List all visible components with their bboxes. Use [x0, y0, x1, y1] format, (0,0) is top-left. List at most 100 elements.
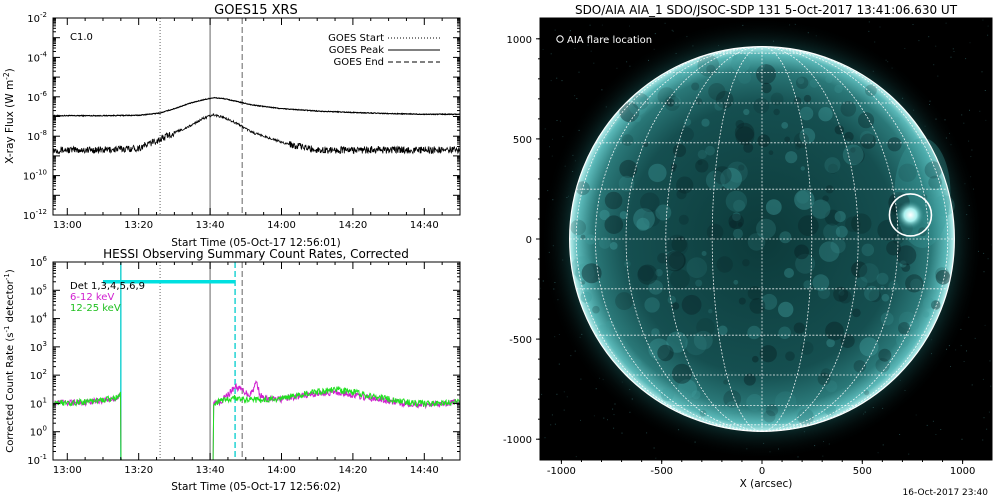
disk-texture: [803, 94, 812, 103]
noise-speck: [646, 432, 648, 434]
noise-speck: [578, 71, 580, 73]
noise-speck: [616, 67, 618, 69]
x-tick-label: 500: [853, 466, 872, 477]
noise-speck: [815, 35, 817, 37]
noise-speck: [822, 455, 824, 457]
disk-texture: [735, 126, 755, 146]
noise-speck: [556, 393, 558, 395]
x-tick-label: 13:20: [124, 465, 153, 476]
disk-texture: [634, 115, 641, 123]
disk-texture: [812, 274, 830, 292]
disk-texture: [844, 131, 854, 142]
noise-speck: [983, 271, 985, 273]
legend-aia-flare: AIA flare location: [567, 35, 652, 46]
noise-speck: [692, 45, 694, 47]
noise-speck: [968, 205, 970, 206]
disk-texture: [580, 234, 586, 240]
noise-speck: [968, 238, 970, 239]
noise-speck: [984, 324, 986, 326]
disk-texture: [864, 285, 880, 301]
disk-texture: [840, 333, 855, 348]
noise-speck: [899, 434, 901, 435]
disk-texture: [910, 278, 922, 291]
noise-speck: [949, 132, 950, 134]
noise-speck: [885, 59, 887, 61]
noise-speck: [974, 337, 976, 339]
disk-texture: [671, 363, 692, 384]
goes-plot-area: [53, 18, 460, 215]
sun-image: [540, 18, 992, 460]
noise-speck: [964, 183, 966, 185]
disk-texture: [683, 118, 692, 126]
noise-speck: [955, 349, 957, 351]
disk-texture: [763, 410, 776, 423]
noise-speck: [572, 171, 574, 172]
noise-speck: [603, 417, 605, 419]
disk-texture: [922, 297, 935, 309]
disk-texture: [743, 108, 750, 116]
noise-speck: [574, 160, 576, 162]
y-tick-label: 10-10: [23, 169, 47, 183]
noise-speck: [891, 67, 893, 69]
disk-texture: [636, 217, 650, 231]
series-12-25kev-line: [53, 385, 460, 460]
disk-texture: [747, 233, 766, 251]
disk-texture: [753, 97, 770, 114]
flare-brightening: [896, 200, 925, 229]
noise-speck: [950, 366, 951, 367]
disk-texture: [669, 269, 690, 290]
disk-texture: [825, 380, 838, 393]
disk-texture: [933, 195, 955, 217]
disk-texture: [686, 77, 692, 82]
noise-speck: [965, 58, 967, 60]
disk-texture: [893, 116, 901, 124]
noise-speck: [605, 106, 607, 108]
noise-speck: [581, 333, 583, 335]
goes-ylabel: X-ray Flux (W m-2): [2, 68, 16, 164]
disk-texture: [830, 238, 846, 254]
disk-texture: [667, 295, 676, 305]
disk-texture: [637, 264, 658, 285]
y-tick-label: -500: [509, 335, 532, 346]
noise-speck: [601, 24, 603, 26]
noise-speck: [872, 70, 874, 72]
disk-texture: [691, 82, 700, 91]
noise-speck: [558, 334, 560, 335]
disk-texture: [861, 243, 875, 257]
disk-texture: [880, 312, 894, 326]
disk-texture: [864, 390, 870, 396]
disk-texture: [811, 199, 831, 219]
y-tick-label: 102: [30, 368, 47, 382]
disk-texture: [651, 328, 660, 337]
disk-texture: [924, 161, 942, 179]
disk-texture: [796, 405, 813, 423]
disk-texture: [774, 391, 797, 413]
noise-speck: [566, 197, 568, 198]
disk-texture: [699, 409, 707, 417]
noise-speck: [686, 36, 688, 38]
disk-texture: [597, 324, 608, 336]
disk-texture: [759, 345, 777, 363]
disk-texture: [695, 279, 703, 287]
disk-texture: [733, 199, 746, 212]
noise-speck: [902, 97, 904, 99]
disk-texture: [785, 151, 798, 164]
disk-texture: [823, 223, 841, 241]
disk-texture: [655, 269, 663, 277]
disk-texture: [847, 146, 865, 165]
noise-speck: [580, 419, 581, 421]
noise-speck: [602, 378, 604, 380]
disk-texture: [609, 242, 618, 250]
noise-speck: [971, 384, 973, 386]
noise-speck: [556, 77, 558, 79]
noise-speck: [562, 259, 564, 261]
disk-texture: [765, 404, 779, 417]
noise-speck: [872, 407, 874, 408]
noise-speck: [552, 199, 554, 201]
noise-speck: [559, 120, 561, 122]
noise-speck: [944, 119, 946, 121]
disk-texture: [708, 309, 713, 314]
legend-goes-end: GOES End: [334, 57, 384, 68]
noise-speck: [960, 328, 962, 330]
noise-speck: [654, 33, 656, 35]
